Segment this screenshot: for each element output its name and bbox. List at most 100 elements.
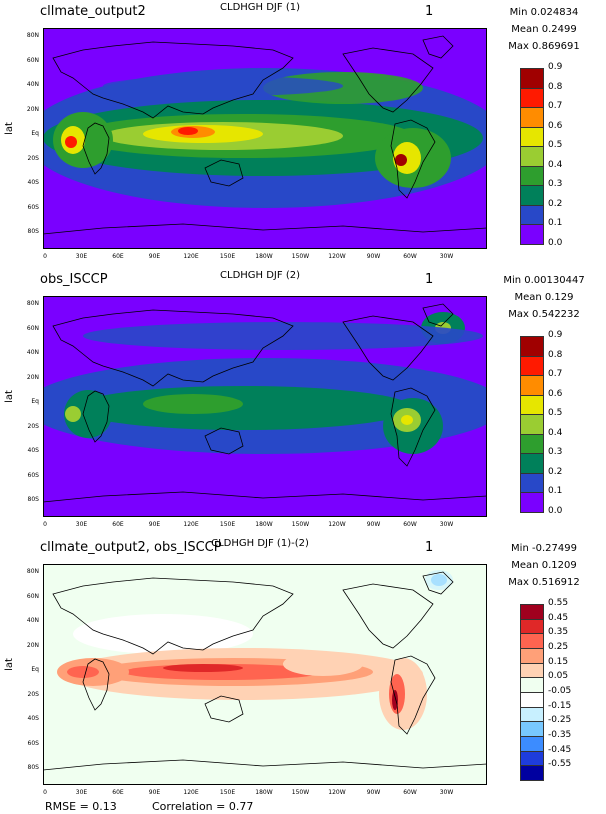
colorbar-label: 0.4 (548, 159, 563, 170)
coastline (422, 35, 454, 59)
coastline (422, 303, 454, 327)
colorbar-label: 0.1 (548, 218, 563, 229)
lon-tick-label: 150E (219, 253, 236, 260)
lon-tick-label: 120W (328, 789, 346, 796)
lon-tick-label: 90W (366, 789, 381, 796)
lat-tick-label: 20S (27, 154, 39, 162)
lat-tick-label: 80N (26, 32, 39, 39)
coastline (204, 427, 244, 455)
colorbar-label: 0.7 (548, 369, 563, 380)
stat-max: Max 0.869691 (508, 41, 580, 52)
colorbar-swatch (520, 677, 544, 693)
stats-box: Min 0.024834 Mean 0.2499 Max 0.869691 (490, 4, 598, 55)
map-panel-difference: cllmate_output2, obs_ISCCP CLDHGH DJF (1… (0, 538, 606, 810)
stat-mean: Mean 0.129 (514, 292, 574, 303)
colorbar-swatch (520, 633, 544, 649)
coastline (342, 47, 434, 113)
colorbar-label: 0.0 (548, 238, 563, 248)
lat-tick-label: 20N (26, 641, 39, 649)
variable-title: CLDHGH DJF (2) (220, 270, 300, 281)
colorbar-swatch (520, 394, 544, 416)
lat-tick-label: 80N (26, 568, 39, 575)
colorbar-swatch (520, 750, 544, 767)
colorbar-swatch (520, 414, 544, 435)
lon-tick-label: 90W (366, 253, 381, 260)
lon-tick-label: 0 (43, 789, 47, 796)
colorbar-label: -0.05 (548, 686, 572, 696)
lon-tick-label: 120E (183, 253, 199, 260)
colorbar-swatch (520, 355, 544, 377)
lat-tick-label: 20S (27, 690, 39, 698)
lat-tick-label: 80S (27, 496, 39, 503)
colorbar-label: 0.9 (548, 330, 563, 340)
lon-tick-label: 60W (403, 789, 417, 796)
lon-tick-label: 120W (328, 253, 346, 260)
case-title: cllmate_output2, obs_ISCCP (40, 540, 222, 555)
stat-mean: Mean 0.2499 (511, 24, 577, 35)
colorbar-swatch (520, 692, 544, 708)
lon-tick-label: 150W (291, 789, 310, 796)
colorbar-swatch (520, 224, 544, 245)
coastline (43, 491, 487, 503)
stat-max: Max 0.516912 (508, 577, 580, 588)
coastline (52, 41, 294, 119)
lon-tick-label: 120E (183, 789, 199, 796)
colorbar-swatch (520, 433, 544, 455)
lat-tick-label: 80S (27, 228, 39, 235)
colorbar-swatch (520, 375, 544, 396)
lon-tick-label: 90E (148, 521, 161, 528)
coastline (43, 759, 487, 771)
colorbar-label: 0.9 (548, 62, 563, 72)
colorbar-label: 0.35 (548, 627, 569, 638)
coastlines (43, 303, 487, 503)
lon-tick-label: 150E (219, 521, 236, 528)
lat-tick-label: 40S (27, 447, 39, 454)
lon-tick-label: 90E (148, 789, 161, 796)
lat-tick-label: 40S (27, 715, 39, 722)
colorbar-label: 0.1 (548, 486, 563, 497)
coastline (390, 655, 436, 735)
lat-tick-label: 40N (26, 617, 39, 624)
coastline (342, 315, 434, 381)
lon-tick-label: 30E (75, 253, 88, 260)
lat-tick-label: 20N (26, 105, 39, 113)
cloud-field (43, 564, 487, 785)
cloud-field (43, 296, 487, 517)
colorbar-label: -0.35 (548, 730, 572, 740)
lon-tick-label: 60W (403, 253, 417, 260)
season-index: 1 (425, 540, 434, 555)
map-svg (43, 296, 487, 517)
lat-tick-label: 40N (26, 81, 39, 88)
colorbar-label: 0.2 (548, 198, 563, 209)
lat-tick-label: 60N (26, 56, 39, 64)
map-svg (43, 564, 487, 785)
coastline (390, 387, 436, 467)
lon-tick-label: 0 (43, 521, 47, 528)
coastline (82, 122, 110, 175)
colorbar-label: 0.6 (548, 120, 563, 131)
colorbar-label: 0.8 (548, 81, 563, 92)
colorbar-swatch (520, 706, 544, 723)
colorbar-swatch (520, 472, 544, 494)
lat-tick-label: 80N (26, 300, 39, 307)
lat-tick-label: Eq (31, 130, 39, 137)
colorbar-swatch (520, 336, 544, 357)
colorbar-label: 0.4 (548, 427, 563, 438)
coastline (82, 390, 110, 443)
colorbar-label: 0.3 (548, 447, 563, 458)
lon-tick-label: 60W (403, 521, 417, 528)
colorbar-label: -0.15 (548, 700, 572, 711)
map-panel-obs: obs_ISCCP CLDHGH DJF (2) 1 Min 0.0013044… (0, 270, 606, 542)
plot-frame (43, 296, 487, 517)
variable-title: CLDHGH DJF (1) (220, 2, 300, 13)
lon-tick-label: 30W (439, 789, 454, 796)
lon-tick-label: 60E (112, 253, 124, 260)
case-title: cllmate_output2 (40, 4, 146, 19)
colorbar-label: 0.55 (548, 598, 569, 608)
coastline (52, 577, 294, 655)
lat-tick-label: 40N (26, 349, 39, 356)
colorbar-swatch (520, 648, 544, 664)
correlation-label: Correlation = 0.77 (152, 800, 254, 813)
lat-tick-label: 60S (27, 739, 39, 747)
map-plot: lat 80N 60N 40N 20N Eq 20S 40S 60S 80S 0 30E 60E 90E 1… (4, 28, 487, 260)
